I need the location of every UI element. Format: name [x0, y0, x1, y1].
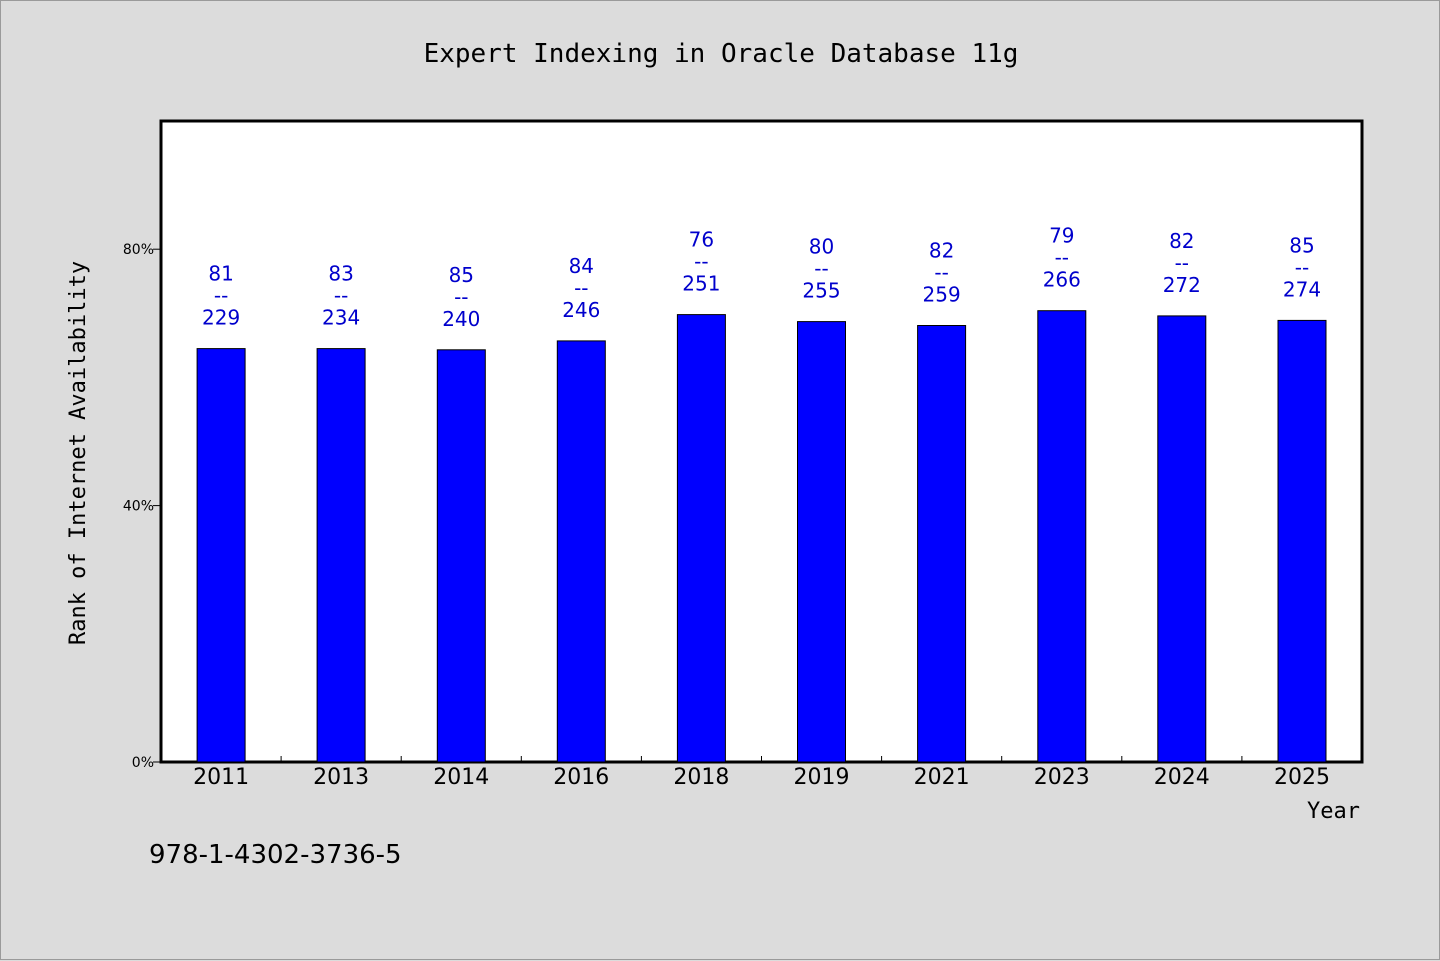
data-labels-layer: 81--22983--23485--24084--24676--25180--2…	[202, 224, 1321, 331]
bar-label-top-2013: 83	[328, 262, 353, 286]
x-tick-label-2011: 2011	[193, 765, 249, 790]
bar-label-top-2011: 81	[208, 262, 233, 286]
bar-2025	[1277, 319, 1327, 763]
bars-layer	[196, 310, 1327, 763]
x-tick-label-2013: 2013	[313, 765, 369, 790]
bar-2011	[196, 348, 246, 763]
x-tick-label-2024: 2024	[1154, 765, 1210, 790]
bar-label-top-2023: 79	[1049, 224, 1074, 248]
bar-label-bottom-2019: 255	[802, 279, 840, 303]
bar-label-bottom-2018: 251	[682, 272, 720, 296]
chart-title: Expert Indexing in Oracle Database 11g	[424, 39, 1019, 69]
bar-2013	[316, 348, 366, 763]
bar-label-bottom-2016: 246	[562, 298, 600, 322]
bar-label-separator-2023: --	[1055, 246, 1069, 270]
bar-label-separator-2014: --	[454, 285, 468, 309]
bar-label-bottom-2023: 266	[1043, 268, 1081, 292]
x-tick-label-2018: 2018	[673, 765, 729, 790]
bar-label-top-2021: 82	[929, 239, 954, 263]
bar-label-bottom-2014: 240	[442, 307, 480, 331]
y-tick-label-40: 40%	[123, 499, 154, 515]
bar-label-separator-2011: --	[214, 284, 228, 308]
bar-label-separator-2025: --	[1295, 255, 1309, 279]
bar-label-bottom-2013: 234	[322, 306, 360, 330]
bar-2021	[917, 325, 967, 763]
bar-label-bottom-2024: 272	[1163, 273, 1201, 297]
bar-label-top-2024: 82	[1169, 229, 1194, 253]
bar-label-bottom-2011: 229	[202, 306, 240, 330]
x-tick-label-2021: 2021	[914, 765, 970, 790]
bar-2019	[797, 321, 846, 763]
x-tick-label-2025: 2025	[1274, 765, 1330, 790]
bar-label-separator-2013: --	[334, 284, 348, 308]
bar-label-separator-2021: --	[934, 261, 948, 285]
bar-label-top-2025: 85	[1289, 233, 1314, 257]
bar-2018	[676, 314, 726, 763]
bar-label-bottom-2021: 259	[923, 283, 961, 307]
isbn-label: 978-1-4302-3736-5	[149, 840, 402, 870]
bar-2023	[1037, 310, 1087, 763]
bar-label-bottom-2025: 274	[1283, 277, 1321, 301]
x-tick-label-2016: 2016	[553, 765, 609, 790]
x-tick-label-2014: 2014	[433, 765, 489, 790]
y-axis-title: Rank of Internet Availability	[66, 261, 91, 645]
bar-label-top-2016: 84	[569, 254, 594, 278]
bar-2014	[436, 349, 486, 763]
x-tick-label-2019: 2019	[794, 765, 850, 790]
bar-label-top-2019: 80	[809, 235, 834, 259]
x-axis: 2011 2013 2014 2016 2018 2019 2021 2023 2024 2025	[193, 756, 1330, 790]
bar-label-top-2014: 85	[449, 263, 474, 287]
bar-label-separator-2019: --	[814, 257, 828, 281]
bar-label-top-2018: 76	[689, 228, 714, 252]
x-tick-label-2023: 2023	[1034, 765, 1090, 790]
bar-2024	[1157, 315, 1207, 763]
bar-label-separator-2024: --	[1175, 251, 1189, 275]
y-tick-label-80: 80%	[123, 242, 154, 258]
y-tick-label-0: 0%	[132, 755, 154, 771]
bar-label-separator-2016: --	[574, 276, 588, 300]
bar-label-separator-2018: --	[694, 250, 708, 274]
x-axis-title: Year	[1307, 799, 1360, 824]
bar-2016	[556, 340, 606, 763]
y-axis: 0% 40% 80%	[123, 242, 161, 771]
